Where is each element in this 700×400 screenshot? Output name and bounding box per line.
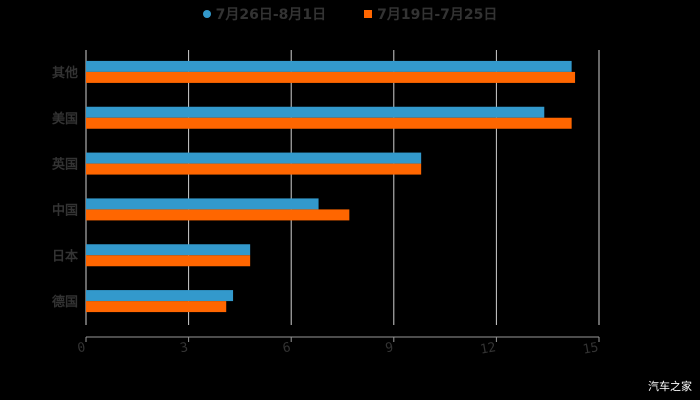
legend-label: 7月19日-7月25日 — [377, 7, 498, 23]
bar[interactable] — [86, 198, 319, 210]
legend-circle-icon — [202, 10, 211, 18]
bar[interactable] — [86, 163, 422, 175]
x-tick-label: 0 — [76, 340, 86, 356]
bar[interactable] — [86, 290, 234, 302]
x-tick-label: 6 — [282, 340, 292, 356]
legend-item-series1[interactable]: 7月26日-8月1日 — [202, 4, 327, 24]
y-category-label: 日本 — [52, 248, 78, 264]
y-category-label: 其他 — [52, 65, 78, 81]
bar[interactable] — [86, 301, 227, 313]
x-tick-label: 9 — [384, 340, 394, 356]
watermark: 汽车之家 — [648, 380, 692, 393]
bar[interactable] — [86, 244, 251, 256]
x-tick-label: 3 — [179, 340, 189, 356]
bar[interactable] — [86, 152, 422, 164]
y-category-label: 中国 — [52, 202, 78, 218]
y-category-label: 美国 — [52, 111, 78, 127]
chart-legend: 7月26日-8月1日 7月19日-7月25日 — [0, 4, 700, 24]
legend-item-series2[interactable]: 7月19日-7月25日 — [364, 4, 497, 24]
legend-label: 7月26日-8月1日 — [215, 7, 327, 23]
bar[interactable] — [86, 209, 350, 221]
bar[interactable] — [86, 117, 572, 129]
y-category-label: 德国 — [52, 294, 78, 310]
x-tick-label: 15 — [582, 340, 600, 357]
x-tick-label: 12 — [479, 340, 497, 357]
bar[interactable] — [86, 106, 545, 118]
legend-square-icon — [364, 10, 373, 18]
bar[interactable] — [86, 60, 572, 72]
y-category-label: 英国 — [51, 157, 78, 173]
bar[interactable] — [86, 255, 251, 267]
bar[interactable] — [86, 71, 576, 83]
